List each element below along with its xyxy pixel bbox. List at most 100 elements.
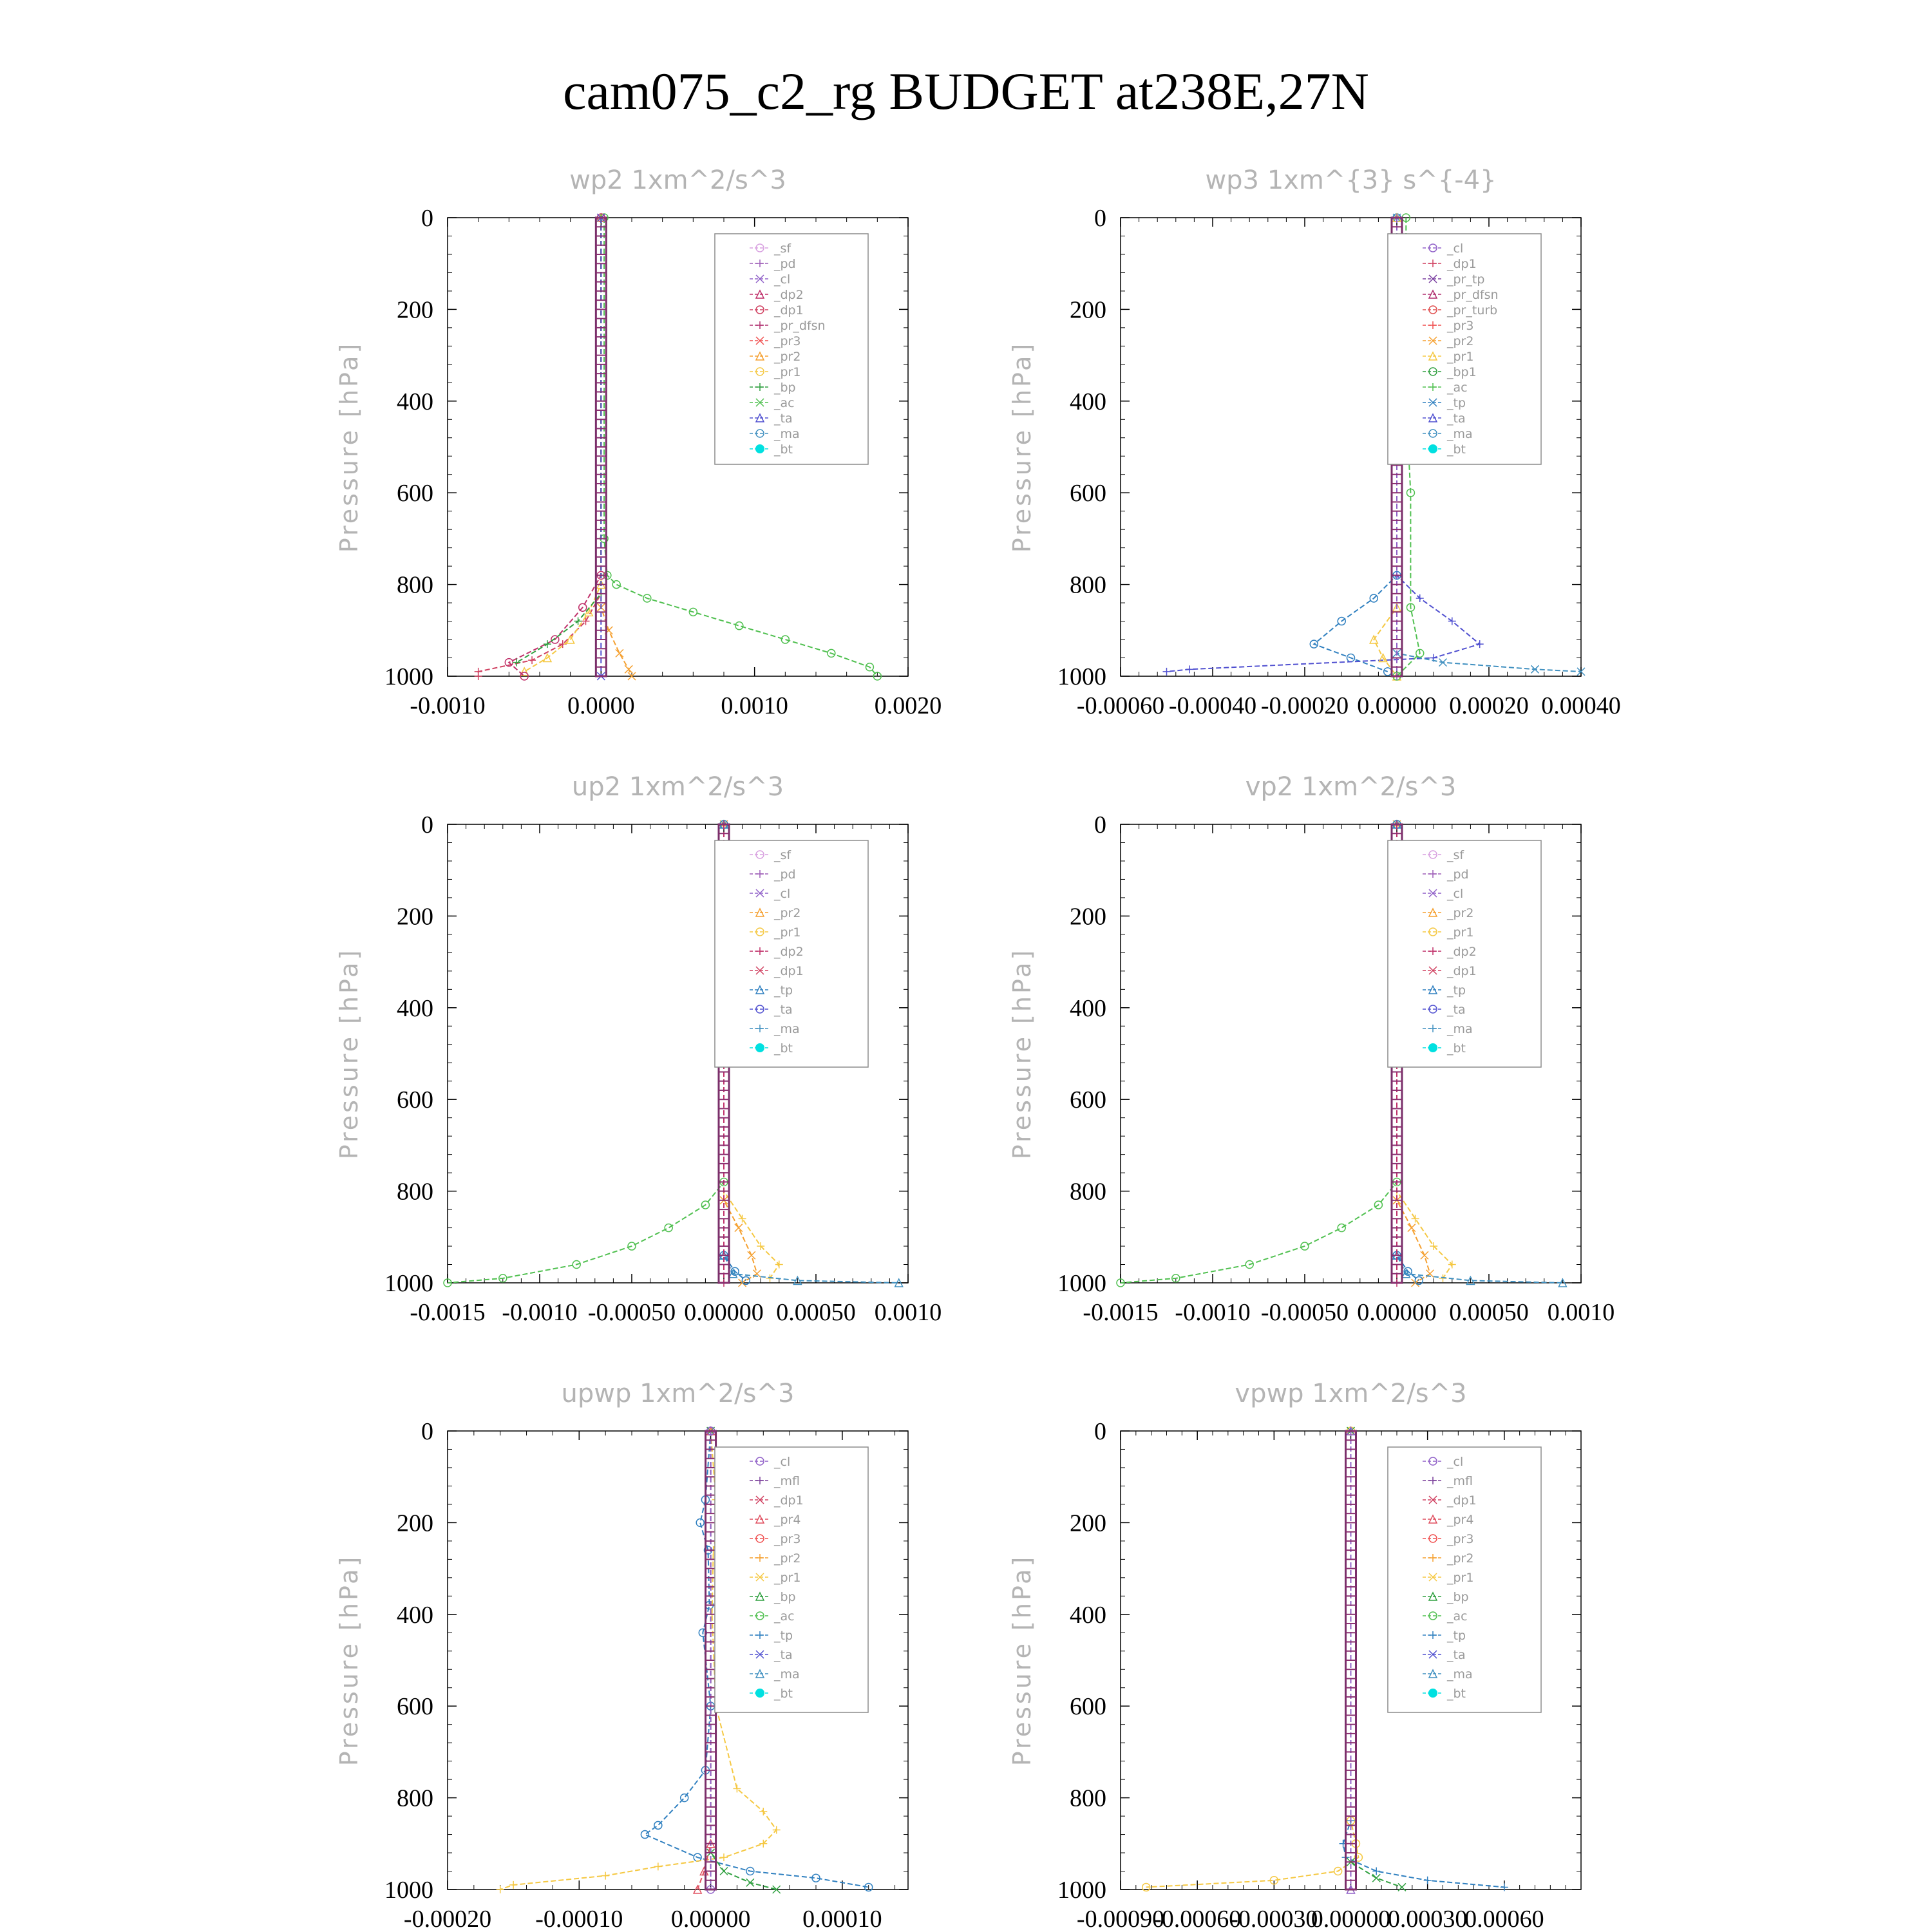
series-marker xyxy=(865,663,875,672)
legend-swatch xyxy=(1428,336,1437,345)
series-marker xyxy=(498,1274,507,1283)
legend-swatch xyxy=(1428,1043,1437,1052)
x-tick-label: -0.00010 xyxy=(535,1906,623,1932)
y-tick-label: 600 xyxy=(1070,1086,1106,1113)
y-tick-label: 0 xyxy=(1094,1418,1106,1445)
series-marker xyxy=(1397,1882,1406,1891)
x-tick-label: 0.0010 xyxy=(721,692,788,719)
legend-label: _dp1 xyxy=(1446,1493,1477,1508)
series-marker xyxy=(627,672,636,681)
legend-swatch xyxy=(755,1457,764,1466)
series-marker xyxy=(1116,1278,1125,1287)
series-line xyxy=(1146,1431,1359,1888)
y-tick-label: 600 xyxy=(397,1693,433,1720)
legend-swatch xyxy=(755,351,765,361)
legend-swatch xyxy=(755,889,764,898)
x-tick-label: 0.00000 xyxy=(1357,1299,1437,1326)
legend-label: _ma xyxy=(1446,1022,1473,1036)
chart-title: up2 1xm^2/s^3 xyxy=(572,772,784,802)
legend-swatch xyxy=(755,1650,764,1659)
legend-label: _dp1 xyxy=(1446,257,1477,271)
legend-label: _pr3 xyxy=(1446,319,1473,333)
y-tick-label: 800 xyxy=(1070,1179,1106,1206)
plot-frame xyxy=(1120,217,1582,677)
chart-panel-6: vpwp 1xm^2/s^3 Pressure [hPa] 0 200 400 600 80… xyxy=(1008,1379,1582,1932)
legend-label: _ac xyxy=(773,396,795,410)
chart-title: upwp 1xm^2/s^3 xyxy=(562,1379,795,1408)
series-marker xyxy=(1300,1242,1309,1251)
legend-swatch xyxy=(755,1514,765,1524)
y-tick-label: 0 xyxy=(1094,205,1106,232)
x-tick-label: 0.00020 xyxy=(1449,692,1529,719)
series-marker xyxy=(894,1278,904,1287)
legend-swatch xyxy=(756,1025,764,1032)
y-tick-label: 200 xyxy=(397,296,433,323)
x-tick-label: 0.0020 xyxy=(875,692,942,719)
legend-label: _ta xyxy=(1446,412,1466,426)
y-axis-label: Pressure [hPa] xyxy=(335,341,363,553)
series-marker xyxy=(1162,667,1171,676)
series-marker xyxy=(772,1885,781,1894)
legend-label: _pr_tp xyxy=(1446,272,1484,287)
legend-swatch xyxy=(755,413,765,422)
series-marker xyxy=(772,1826,781,1834)
y-axis-label: Pressure [hPa] xyxy=(335,948,363,1160)
series-marker xyxy=(1530,665,1540,674)
series-marker xyxy=(578,603,587,612)
legend-swatch xyxy=(1428,444,1437,453)
series-marker xyxy=(781,635,790,644)
series-marker xyxy=(1420,1251,1429,1260)
series-line xyxy=(1120,824,1397,1283)
legend-swatch xyxy=(755,367,764,376)
legend-label: _ma xyxy=(773,1667,800,1681)
y-tick-label: 600 xyxy=(397,480,433,507)
legend-swatch xyxy=(755,1591,765,1601)
legend-box xyxy=(714,840,869,1068)
series-marker xyxy=(1337,616,1346,626)
legend-swatch xyxy=(755,850,764,859)
legend-label: _bt xyxy=(1446,1041,1466,1056)
x-tick-label: -0.0010 xyxy=(502,1299,577,1326)
legend-label: _ta xyxy=(773,1003,793,1017)
legend-label: _pr2 xyxy=(773,350,800,364)
legend-label: _pr3 xyxy=(773,334,800,348)
legend-label: _pr2 xyxy=(1446,1551,1473,1566)
series-marker xyxy=(574,617,582,625)
legend-swatch xyxy=(1428,850,1437,859)
legend-box xyxy=(1387,840,1542,1068)
legend-label: _sf xyxy=(773,242,791,256)
series-marker xyxy=(696,1518,705,1528)
legend-label: _bt xyxy=(773,442,793,457)
legend-swatch xyxy=(1428,351,1438,361)
legend-label: _pr3 xyxy=(773,1532,800,1546)
y-tick-label: 400 xyxy=(1070,995,1106,1022)
legend-swatch xyxy=(1428,1611,1437,1620)
legend-label: _ta xyxy=(773,412,793,426)
series-line xyxy=(516,218,602,663)
series-marker xyxy=(1369,594,1378,603)
series-marker xyxy=(624,665,633,674)
series-marker xyxy=(474,672,482,680)
y-tick-label: 800 xyxy=(397,572,433,599)
legend-label: _pr1 xyxy=(1446,925,1473,940)
series-marker xyxy=(1558,1278,1567,1287)
legend-box xyxy=(1387,233,1542,465)
series-line xyxy=(1350,1431,1403,1888)
series-line xyxy=(697,1431,712,1890)
series-marker xyxy=(543,640,551,649)
series-marker xyxy=(873,672,882,681)
legend-label: _pr2 xyxy=(1446,906,1473,920)
series-marker xyxy=(1354,1853,1363,1862)
series-marker xyxy=(719,1866,728,1876)
legend-swatch xyxy=(1428,274,1437,283)
legend-label: _dp1 xyxy=(773,964,804,978)
y-tick-label: 1000 xyxy=(384,1270,433,1297)
x-tick-label: -0.00050 xyxy=(1261,1299,1349,1326)
legend-swatch xyxy=(1428,1534,1437,1543)
series-marker xyxy=(793,1275,802,1285)
y-axis-label: Pressure [hPa] xyxy=(335,1555,363,1766)
legend-label: _pr4 xyxy=(773,1513,800,1527)
series-marker xyxy=(528,656,536,665)
x-tick-label: -0.00060 xyxy=(1077,692,1164,719)
